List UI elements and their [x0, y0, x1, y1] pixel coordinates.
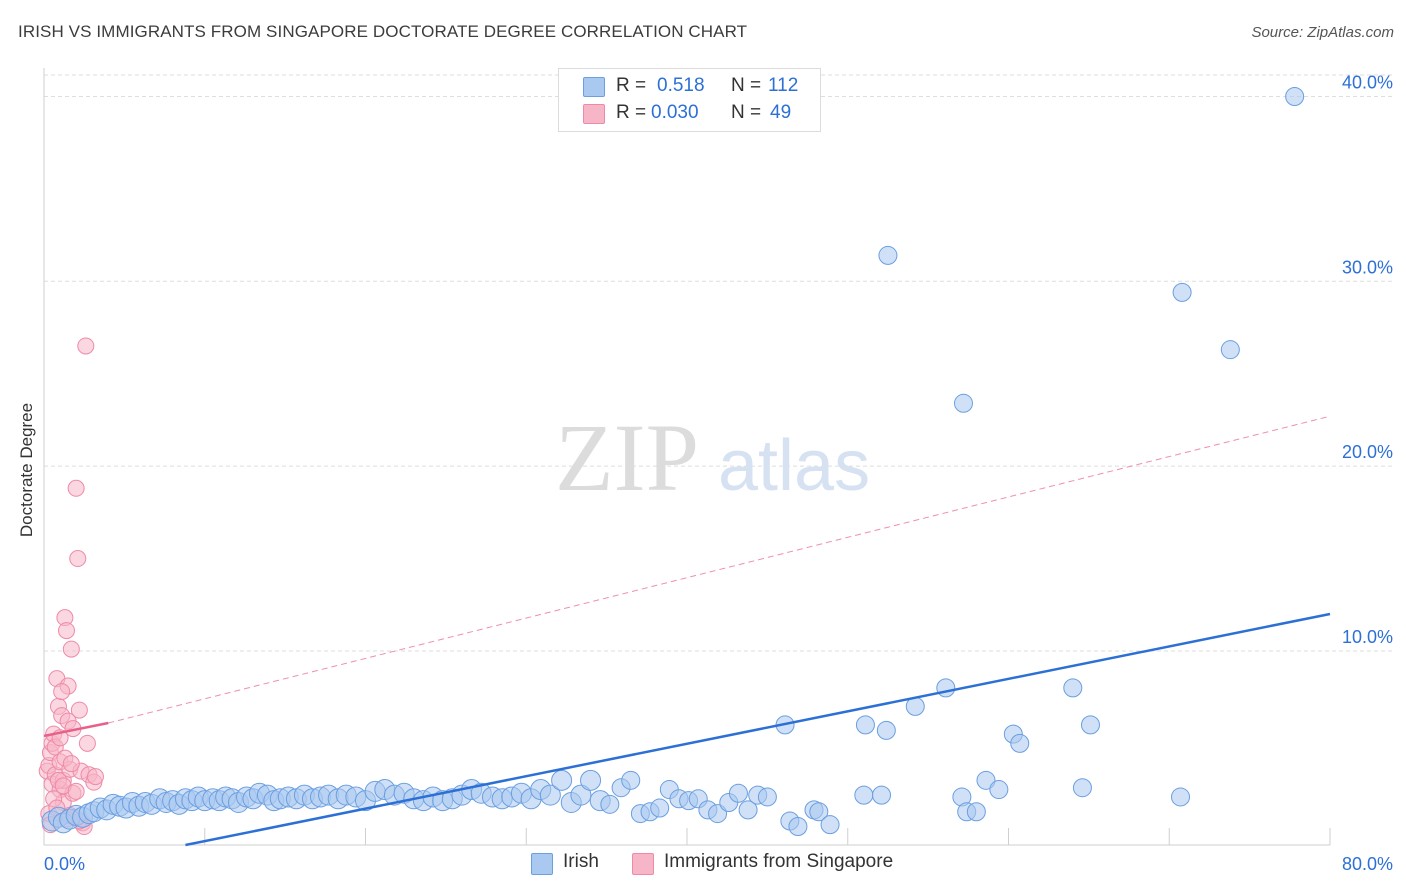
x-tick-label-min: 0.0% — [44, 854, 85, 874]
irish-point — [757, 787, 777, 807]
irish-point — [976, 770, 996, 790]
x-tick-label-max: 80.0% — [1342, 854, 1393, 874]
singapore-point — [58, 622, 76, 640]
irish-point — [551, 769, 573, 791]
irish-point — [989, 780, 1009, 800]
y-tick-label: 20.0% — [1342, 442, 1393, 462]
singapore-legend-label: Immigrants from Singapore — [664, 851, 894, 872]
irish-n-label: N = — [731, 75, 762, 96]
irish-points — [41, 86, 1305, 837]
irish-point — [855, 715, 875, 735]
singapore-point — [67, 479, 85, 497]
irish-point — [872, 785, 892, 805]
tick-labels: 10.0% 20.0% 30.0% 40.0% 0.0% 80.0% — [44, 72, 1393, 874]
irish-point — [728, 783, 748, 803]
y-tick-label: 40.0% — [1342, 72, 1393, 92]
singapore-n-value: 49 — [770, 102, 792, 123]
y-tick-label: 30.0% — [1342, 257, 1393, 277]
chart-title: IRISH VS IMMIGRANTS FROM SINGAPORE DOCTO… — [18, 22, 748, 41]
irish-r-label: R = — [616, 75, 647, 96]
singapore-point — [69, 550, 87, 568]
singapore-point — [70, 701, 88, 719]
irish-point — [650, 798, 670, 818]
irish-point — [580, 769, 602, 791]
irish-point — [788, 817, 808, 837]
watermark: ZIP atlas — [555, 404, 870, 511]
irish-trend-line — [185, 612, 1331, 847]
irish-point — [936, 678, 956, 698]
svg-text:atlas: atlas — [718, 426, 870, 506]
irish-point — [820, 815, 840, 835]
singapore-r-value: 0.030 — [651, 102, 699, 123]
irish-n-value: 112 — [768, 75, 799, 96]
singapore-legend-swatch — [632, 853, 654, 875]
irish-point — [738, 800, 758, 820]
irish-swatch — [583, 77, 605, 97]
singapore-swatch — [583, 104, 605, 124]
singapore-points — [38, 337, 104, 836]
irish-point — [1063, 678, 1083, 698]
singapore-point — [62, 755, 80, 773]
irish-point — [1220, 340, 1240, 360]
singapore-point — [77, 337, 95, 355]
singapore-point — [53, 683, 71, 701]
irish-point — [1010, 733, 1030, 753]
singapore-point — [86, 768, 104, 786]
singapore-point — [67, 782, 85, 800]
irish-point — [854, 785, 874, 805]
singapore-r-label: R = — [616, 102, 647, 123]
irish-point — [1072, 778, 1092, 798]
singapore-point — [62, 640, 80, 658]
singapore-point — [78, 734, 96, 752]
correlation-legend: R = 0.518 N = 112 R = 0.030 N = 49 — [558, 68, 821, 132]
irish-point — [539, 784, 561, 806]
y-tick-label: 10.0% — [1342, 627, 1393, 647]
irish-point — [600, 794, 620, 814]
irish-legend-swatch — [531, 853, 553, 875]
irish-legend-label: Irish — [563, 851, 599, 872]
grid-lines — [44, 74, 1392, 652]
irish-point — [1080, 715, 1100, 735]
irish-point — [1172, 282, 1192, 302]
irish-point — [621, 770, 641, 790]
svg-text:ZIP: ZIP — [555, 404, 699, 511]
irish-point — [1285, 86, 1305, 106]
irish-point — [966, 802, 986, 822]
irish-point — [876, 720, 896, 740]
source-label: Source: ZipAtlas.com — [1251, 24, 1394, 41]
irish-r-value: 0.518 — [657, 75, 705, 96]
irish-point — [809, 802, 829, 822]
irish-point — [570, 784, 592, 806]
singapore-n-label: N = — [731, 102, 762, 123]
singapore-trend-solid — [43, 721, 109, 738]
irish-point — [1171, 787, 1191, 807]
trend-lines — [43, 415, 1331, 847]
irish-point — [878, 245, 898, 265]
irish-point — [953, 393, 973, 413]
